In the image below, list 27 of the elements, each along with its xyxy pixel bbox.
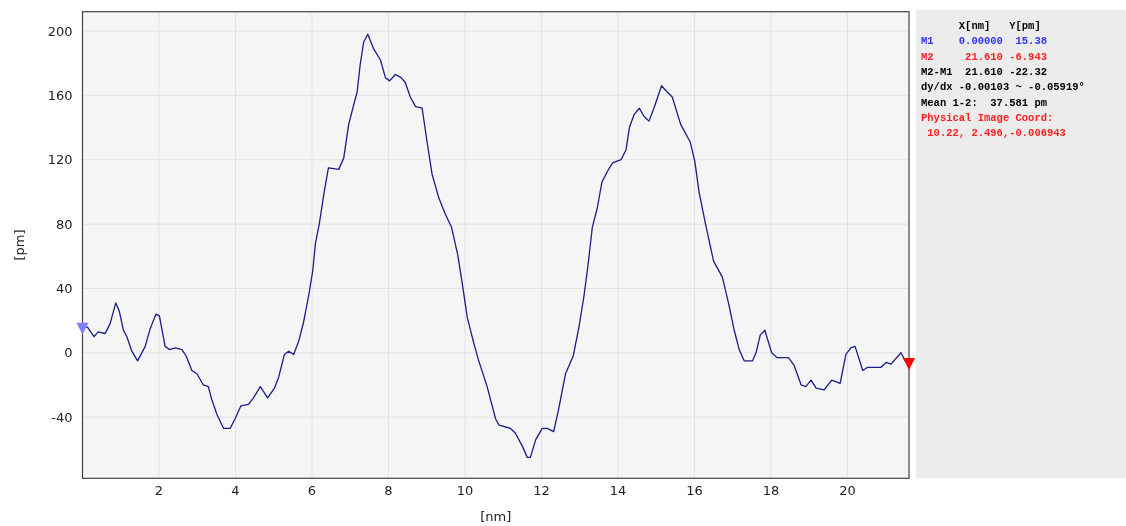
x-tick-label: 4 [231, 483, 240, 499]
x-tick-label: 14 [609, 483, 627, 499]
y-tick-label: 0 [64, 345, 73, 361]
text: X[nm] Y[pm] [921, 20, 1041, 32]
text: M2 21.610 -6.943 [921, 50, 1048, 63]
x-tick-label: 18 [762, 483, 780, 499]
x-axis-title: [nm] [480, 509, 512, 524]
x-tick-label: 6 [307, 483, 317, 499]
x-tick-label: 16 [686, 483, 703, 499]
y-tick-label: 40 [55, 280, 73, 296]
x-tick-label: 2 [154, 483, 164, 499]
y-tick-label: 80 [55, 216, 73, 232]
text: dy/dx -0.00103 ~ -0.05919° [921, 81, 1085, 94]
x-tick-label: 12 [533, 483, 550, 499]
text: Mean 1-2: 37.581 pm [921, 96, 1048, 109]
x-tick-label: 8 [384, 483, 393, 499]
y-axis-title: [pm] [12, 229, 27, 261]
text: M1 0.00000 15.38 [921, 35, 1048, 48]
text: M2-M1 21.610 -22.32 [921, 65, 1048, 78]
y-tick-label: 120 [47, 152, 73, 168]
text: Physical Image Coord: [921, 111, 1054, 124]
x-tick-label: 20 [839, 483, 856, 499]
y-tick-label: -40 [51, 409, 73, 425]
y-tick-label: 200 [47, 23, 73, 39]
y-tick-label: 160 [47, 87, 73, 103]
text: 10.22, 2.496,-0.006943 [921, 127, 1066, 140]
x-tick-label: 10 [456, 483, 474, 499]
